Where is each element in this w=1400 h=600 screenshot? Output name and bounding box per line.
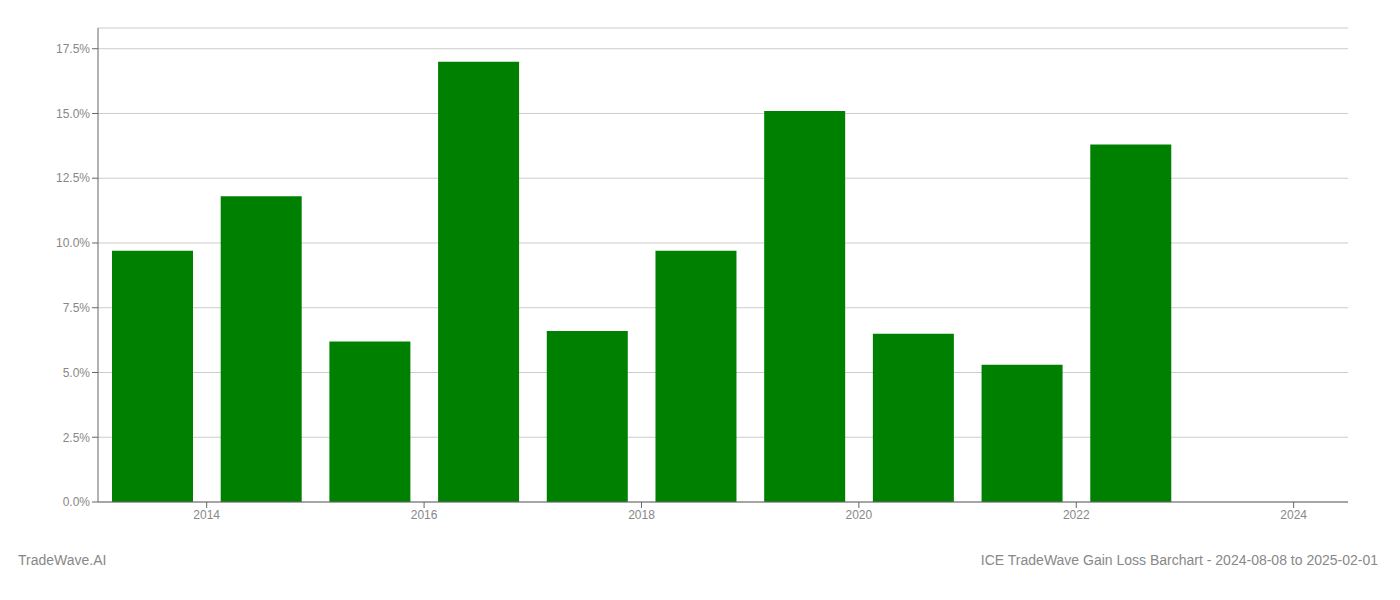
svg-text:2.5%: 2.5% xyxy=(63,431,91,445)
html-text:TradeWave.AI: TradeWave.AI xyxy=(18,552,107,568)
svg-text:2020: 2020 xyxy=(846,508,873,522)
svg-text:2016: 2016 xyxy=(411,508,438,522)
svg-text:7.5%: 7.5% xyxy=(63,301,91,315)
svg-text:17.5%: 17.5% xyxy=(56,42,90,56)
svg-text:15.0%: 15.0% xyxy=(56,107,90,121)
svg-text:2014: 2014 xyxy=(193,508,220,522)
svg-text:5.0%: 5.0% xyxy=(63,366,91,380)
svg-text:10.0%: 10.0% xyxy=(56,236,90,250)
svg-text:0.0%: 0.0% xyxy=(63,495,91,509)
html-text:ICE TradeWave Gain Loss Barcha: ICE TradeWave Gain Loss Barchart - 2024-… xyxy=(980,552,1378,568)
svg-text:2024: 2024 xyxy=(1280,508,1307,522)
svg-text:2018: 2018 xyxy=(628,508,655,522)
svg-text:2022: 2022 xyxy=(1063,508,1090,522)
svg-text:12.5%: 12.5% xyxy=(56,171,90,185)
